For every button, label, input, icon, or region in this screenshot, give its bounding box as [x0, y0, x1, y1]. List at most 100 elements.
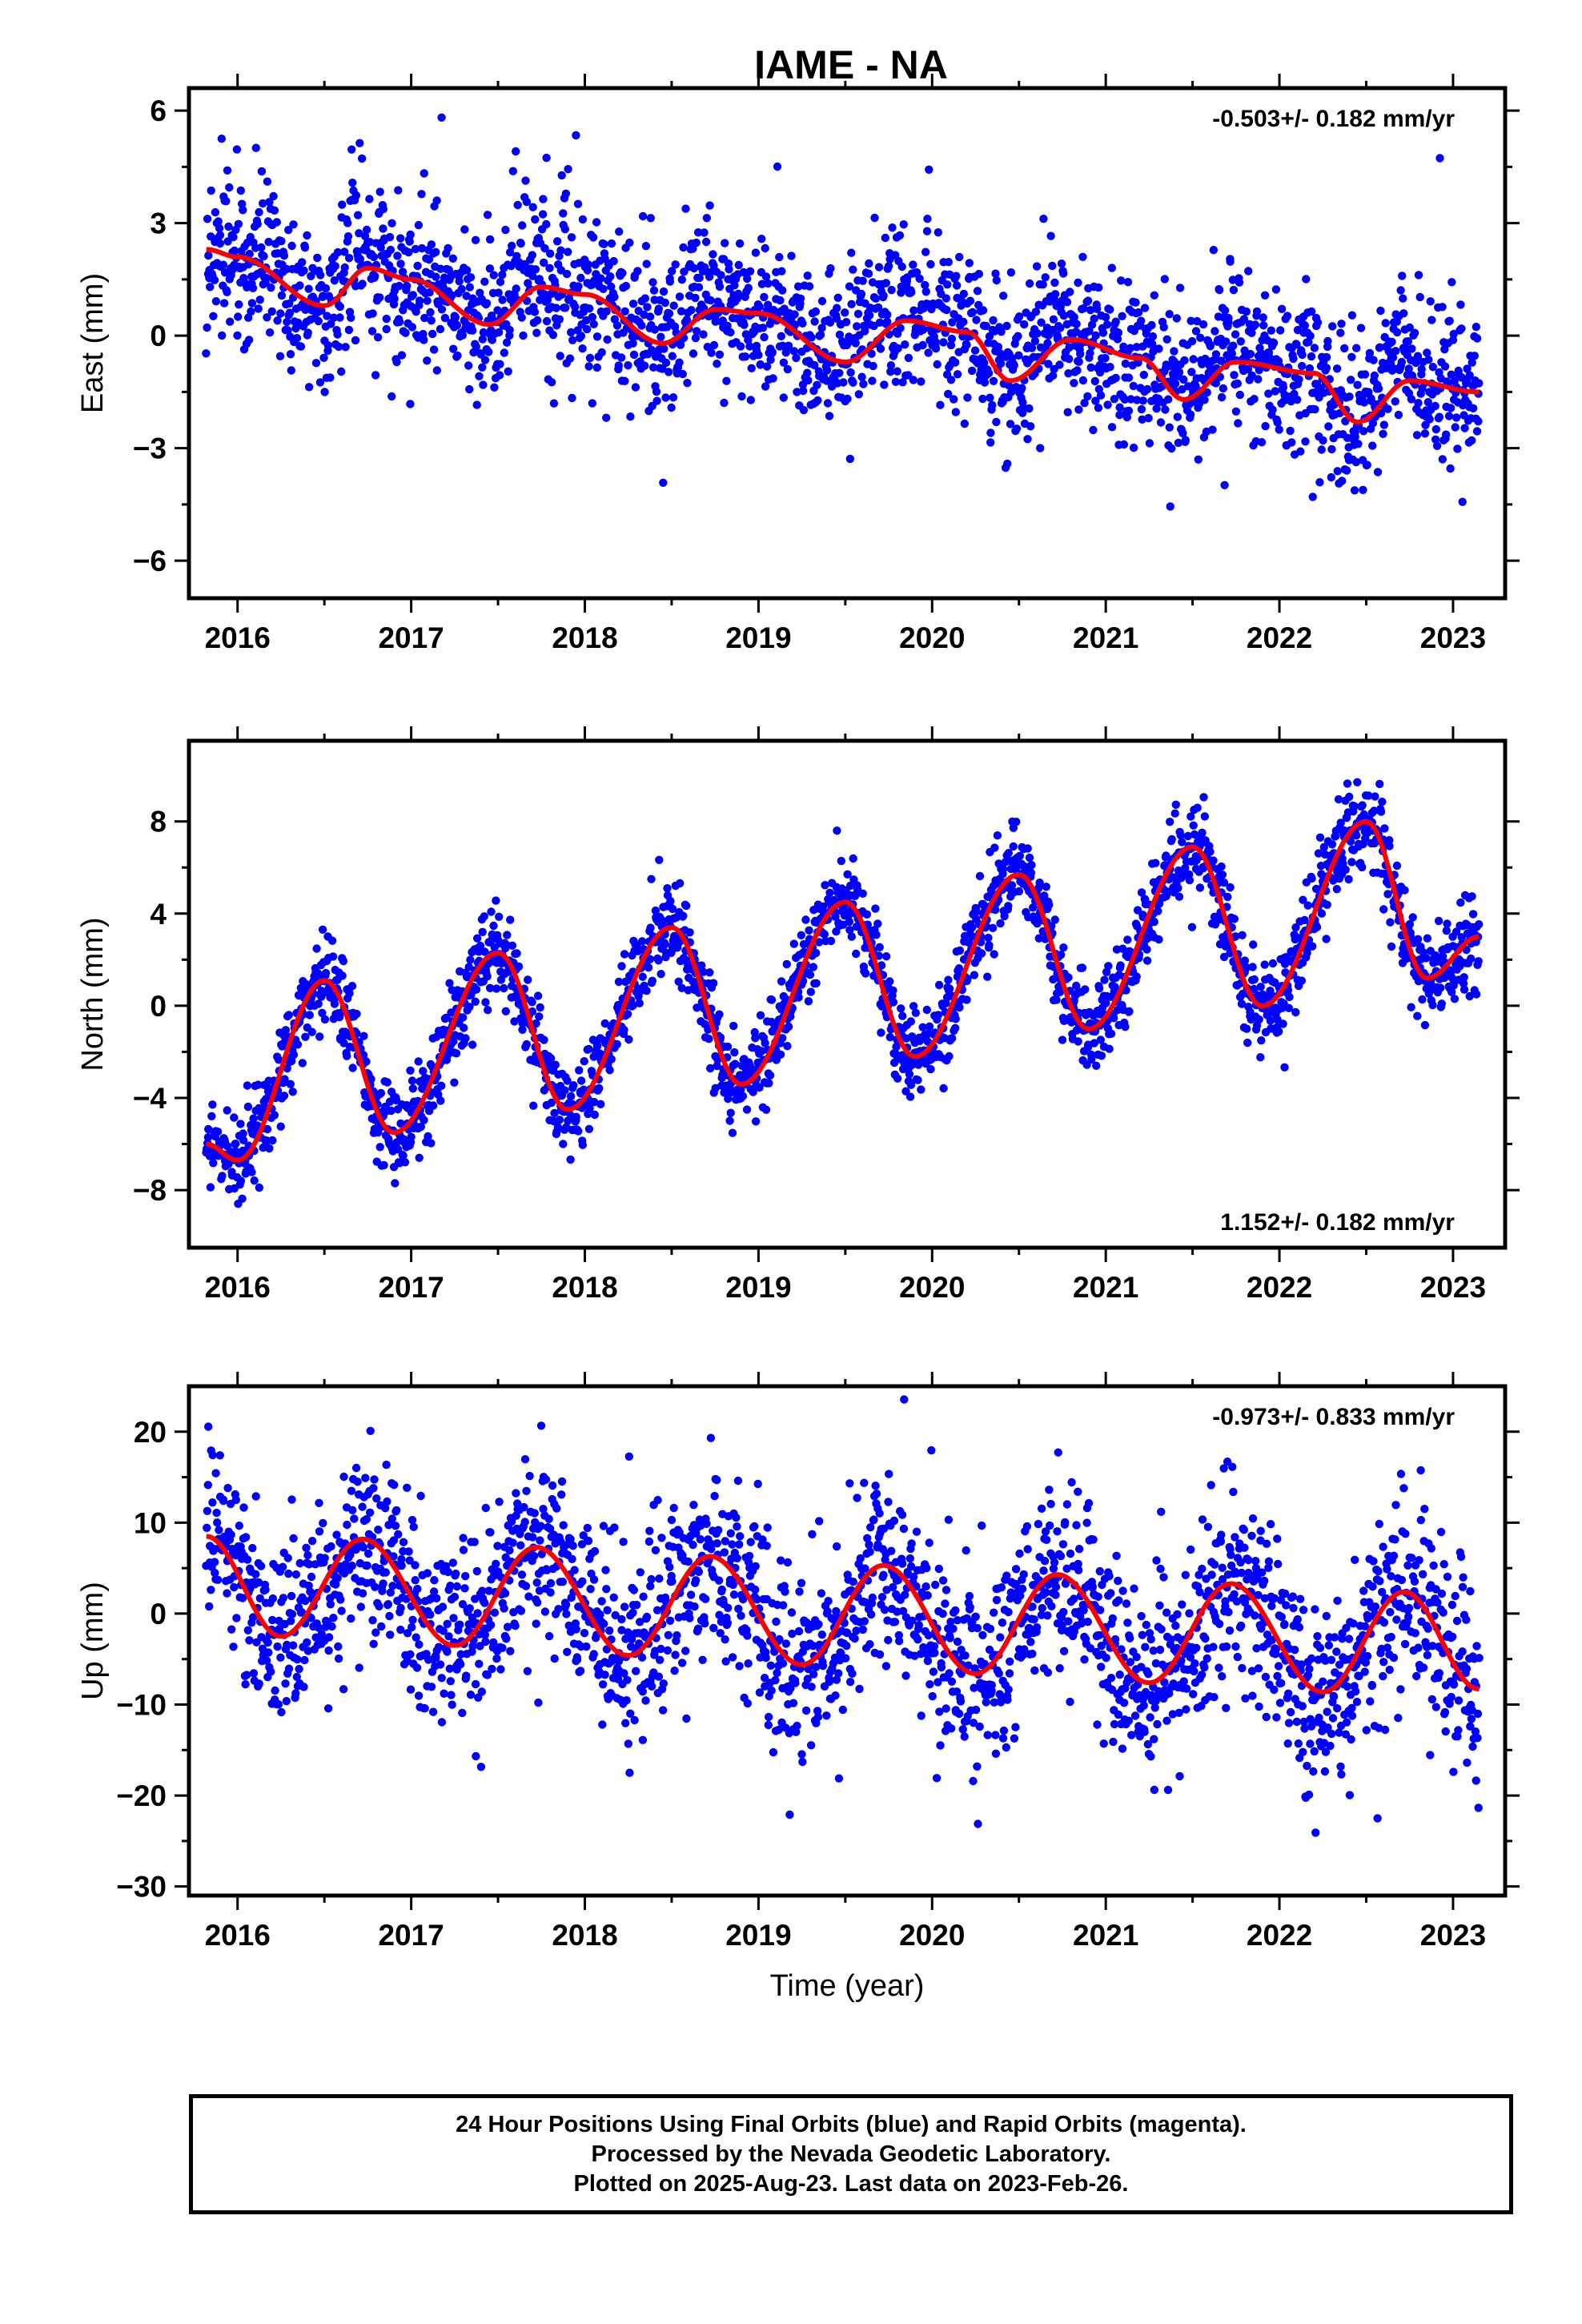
data-point [946, 376, 956, 384]
data-point [408, 291, 417, 300]
data-point [1368, 419, 1378, 428]
data-point [906, 1017, 916, 1026]
data-point [883, 310, 892, 320]
data-point [813, 380, 821, 389]
data-point [387, 219, 396, 227]
data-point [423, 356, 432, 365]
data-point [1121, 359, 1130, 368]
data-point [1211, 379, 1221, 388]
data-point [990, 843, 999, 852]
data-point [524, 975, 532, 984]
data-point [1450, 995, 1460, 1003]
data-point [395, 281, 404, 291]
data-point [400, 1158, 410, 1167]
data-point [805, 926, 813, 935]
data-point [965, 939, 974, 947]
data-point [427, 1139, 436, 1148]
data-point [330, 276, 339, 285]
data-point [805, 282, 814, 291]
data-point [1303, 948, 1311, 958]
data-point [215, 1526, 223, 1534]
data-point [783, 1042, 792, 1051]
data-point [659, 287, 669, 296]
data-point [1353, 380, 1362, 389]
data-point [1039, 215, 1048, 223]
data-point [1189, 821, 1198, 830]
x-tick-label: 2022 [1247, 1271, 1312, 1304]
data-point [227, 1625, 236, 1634]
data-point [1289, 354, 1298, 364]
data-point [805, 971, 815, 979]
data-point [1310, 344, 1319, 352]
data-point [471, 997, 480, 1007]
data-point [215, 1451, 224, 1460]
chart-title: IAME - NA [754, 42, 948, 87]
data-point [505, 325, 514, 335]
data-point [1106, 305, 1114, 314]
data-point [1261, 421, 1270, 431]
data-point [803, 368, 812, 377]
data-point [1105, 1044, 1114, 1053]
data-point [550, 1108, 559, 1118]
y-tick-label: 8 [150, 806, 167, 838]
data-point [304, 284, 313, 293]
data-point [606, 272, 615, 281]
data-point [1187, 336, 1197, 346]
data-point [465, 384, 474, 394]
data-point [825, 412, 834, 420]
y-tick-label: 3 [150, 207, 167, 240]
data-point [990, 950, 998, 959]
data-point [766, 356, 775, 364]
data-point [1423, 934, 1432, 943]
data-point [217, 135, 226, 143]
data-point [776, 1050, 785, 1059]
data-point [761, 1105, 771, 1114]
data-point [1268, 959, 1278, 968]
data-point [281, 1026, 291, 1035]
data-point [661, 298, 669, 308]
data-point [451, 312, 460, 322]
data-point [874, 263, 884, 271]
data-point [331, 262, 339, 271]
data-point [1453, 444, 1462, 453]
data-point [746, 396, 755, 404]
data-point [1154, 344, 1163, 353]
data-point [1468, 436, 1476, 445]
data-point [251, 1570, 260, 1579]
data-point [764, 279, 773, 288]
data-point [338, 971, 347, 980]
data-point [853, 322, 861, 331]
data-point [729, 1021, 738, 1031]
data-point [1408, 913, 1417, 922]
data-point [782, 959, 791, 969]
data-point [612, 321, 622, 330]
data-point [1279, 383, 1288, 392]
data-point [551, 1060, 560, 1069]
data-point [281, 1679, 290, 1688]
data-point [1217, 392, 1227, 402]
data-point [279, 251, 289, 260]
y-tick-label: 4 [150, 898, 167, 931]
data-point [988, 923, 998, 933]
data-point [279, 1594, 288, 1602]
data-point [758, 324, 768, 332]
data-point [677, 983, 686, 993]
data-point [983, 972, 992, 981]
data-point [255, 296, 264, 304]
data-point [476, 941, 485, 951]
data-point [743, 274, 752, 283]
data-point [846, 881, 855, 891]
data-point [607, 1055, 616, 1063]
data-point [280, 1075, 289, 1084]
x-tick-label: 2019 [725, 1271, 791, 1304]
data-point [1007, 881, 1017, 890]
data-point [607, 282, 616, 292]
data-point [1332, 885, 1342, 894]
data-point [268, 1594, 277, 1603]
data-point [420, 336, 428, 344]
data-point [1435, 412, 1444, 421]
data-point [1170, 347, 1178, 356]
data-point [1307, 307, 1316, 316]
data-point [667, 403, 676, 412]
data-point [874, 951, 884, 960]
